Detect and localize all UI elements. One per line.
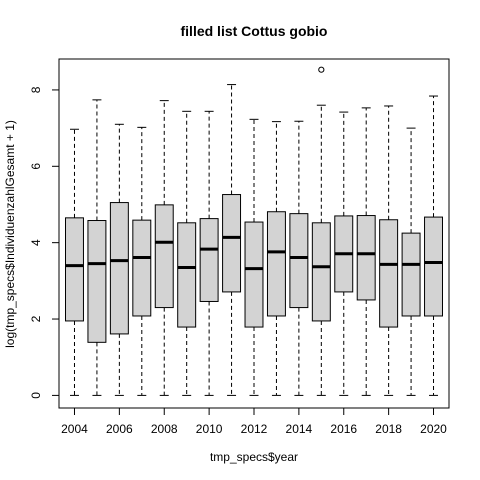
box-2013 (266, 121, 286, 396)
y-axis: 0 2 4 6 8 (29, 86, 60, 399)
box-2018 (379, 105, 399, 396)
x-tick-label: 2018 (375, 422, 402, 436)
chart-title: filled list Cottus gobio (181, 23, 328, 39)
y-tick-label: 4 (29, 239, 43, 246)
box-iqr (401, 232, 421, 317)
y-tick-label: 8 (29, 86, 43, 93)
x-tick-label: 2008 (151, 422, 178, 436)
box-2020 (424, 95, 443, 396)
box-iqr (356, 215, 376, 301)
box-2004 (65, 128, 84, 396)
box-iqr (289, 213, 309, 309)
box-2006 (109, 123, 129, 396)
box-iqr (379, 219, 399, 328)
y-tick-label: 0 (29, 392, 43, 399)
y-tick-label: 6 (29, 163, 43, 170)
x-tick-label: 2010 (196, 422, 223, 436)
box-2008 (154, 100, 174, 396)
y-tick-label: 2 (29, 315, 43, 322)
box-iqr (132, 219, 152, 317)
box-iqr (424, 216, 443, 317)
box-iqr (244, 221, 264, 328)
box-iqr (311, 222, 331, 322)
box-iqr (87, 220, 107, 343)
box-2017 (356, 107, 376, 396)
box-iqr (65, 217, 84, 322)
x-tick-label: 2006 (106, 422, 133, 436)
box-iqr (154, 204, 174, 309)
box-2016 (334, 111, 354, 396)
box-iqr (177, 222, 197, 328)
box-2009 (177, 110, 197, 396)
x-tick-label: 2014 (286, 422, 313, 436)
boxes (65, 66, 443, 396)
box-iqr (222, 194, 242, 293)
box-2019 (401, 127, 421, 396)
box-2011 (222, 84, 242, 396)
box-2005 (87, 99, 107, 396)
box-2015 (311, 66, 331, 396)
x-tick-label: 2004 (61, 422, 88, 436)
x-tick-label: 2020 (420, 422, 447, 436)
x-tick-label: 2016 (330, 422, 357, 436)
x-tick-label: 2012 (241, 422, 268, 436)
x-axis: 2004 2006 2008 2010 2012 2014 2016 2018 2020 (61, 407, 447, 436)
y-axis-label: log(tmp_specs$IndividuenzahlGesamt + 1) (3, 120, 17, 348)
box-iqr (109, 202, 129, 335)
box-iqr (199, 218, 219, 302)
box-2014 (289, 120, 309, 396)
box-2007 (132, 126, 152, 396)
outlier-point (318, 66, 325, 73)
box-iqr (266, 211, 286, 317)
box-2012 (244, 118, 264, 396)
box-2010 (199, 110, 219, 396)
x-axis-label: tmp_specs$year (210, 450, 298, 464)
